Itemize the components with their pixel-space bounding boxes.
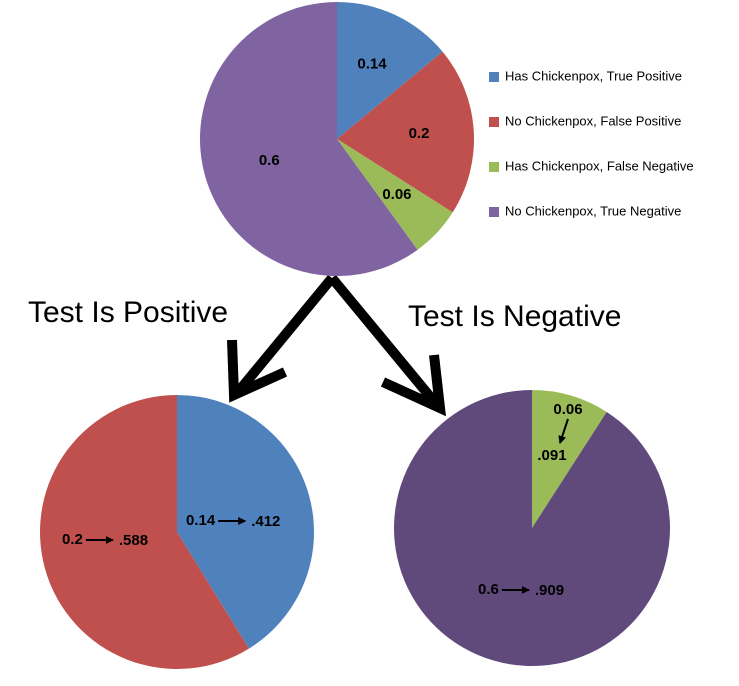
pie-slice [40, 395, 249, 669]
arrow-positive-head [227, 339, 288, 403]
posterior-label: .412 [251, 513, 280, 530]
pie-slice [337, 2, 443, 139]
prior-label: 0.06 [553, 401, 582, 418]
legend-label: Has Chickenpox, False Negative [505, 158, 694, 173]
legend-label: No Chickenpox, False Positive [505, 113, 681, 128]
data-label: 0.06 [382, 186, 411, 203]
prior-label: 0.2 [62, 531, 83, 548]
pie-slice [200, 2, 418, 276]
legend-swatch [489, 117, 499, 127]
prior-label: 0.14 [186, 512, 216, 529]
legend-label: No Chickenpox, True Negative [505, 203, 681, 218]
data-label: 0.14 [357, 56, 387, 73]
arrow-positive [234, 274, 336, 396]
data-label: 0.6 [259, 152, 280, 169]
big-arrows [227, 274, 446, 417]
legend-swatch [489, 72, 499, 82]
annotation: Test Is Positive [28, 296, 228, 329]
posterior-label: .588 [119, 532, 148, 549]
posterior-label: .091 [537, 447, 566, 464]
data-label: 0.2 [409, 125, 430, 142]
arrow-negative-head [380, 354, 446, 417]
annotation: Test Is Negative [408, 300, 621, 333]
pie-slice [394, 390, 670, 666]
small-arrow [558, 418, 569, 444]
pie-slice [532, 390, 607, 528]
pie-slice [337, 139, 453, 250]
legend-swatch [489, 162, 499, 172]
legend-swatch [489, 207, 499, 217]
posterior-label: .909 [535, 582, 564, 599]
pie-slice [337, 51, 474, 213]
legend-label: Has Chickenpox, True Positive [505, 68, 682, 83]
prior-label: 0.6 [478, 581, 499, 598]
arrow-negative [328, 274, 441, 409]
